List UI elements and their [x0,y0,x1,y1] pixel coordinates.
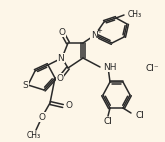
Text: Cl: Cl [104,117,112,127]
Text: O: O [65,102,72,110]
Text: +: + [96,28,102,34]
Text: O: O [38,112,46,122]
Text: S: S [22,81,28,89]
Text: O: O [56,74,64,83]
Text: NH: NH [103,62,116,72]
Text: Cl⁻: Cl⁻ [145,63,159,73]
Text: Cl: Cl [135,110,144,120]
Text: CH₃: CH₃ [128,10,142,18]
Text: N: N [91,31,97,39]
Text: CH₃: CH₃ [27,130,41,139]
Text: O: O [59,28,66,36]
Text: N: N [58,54,64,62]
